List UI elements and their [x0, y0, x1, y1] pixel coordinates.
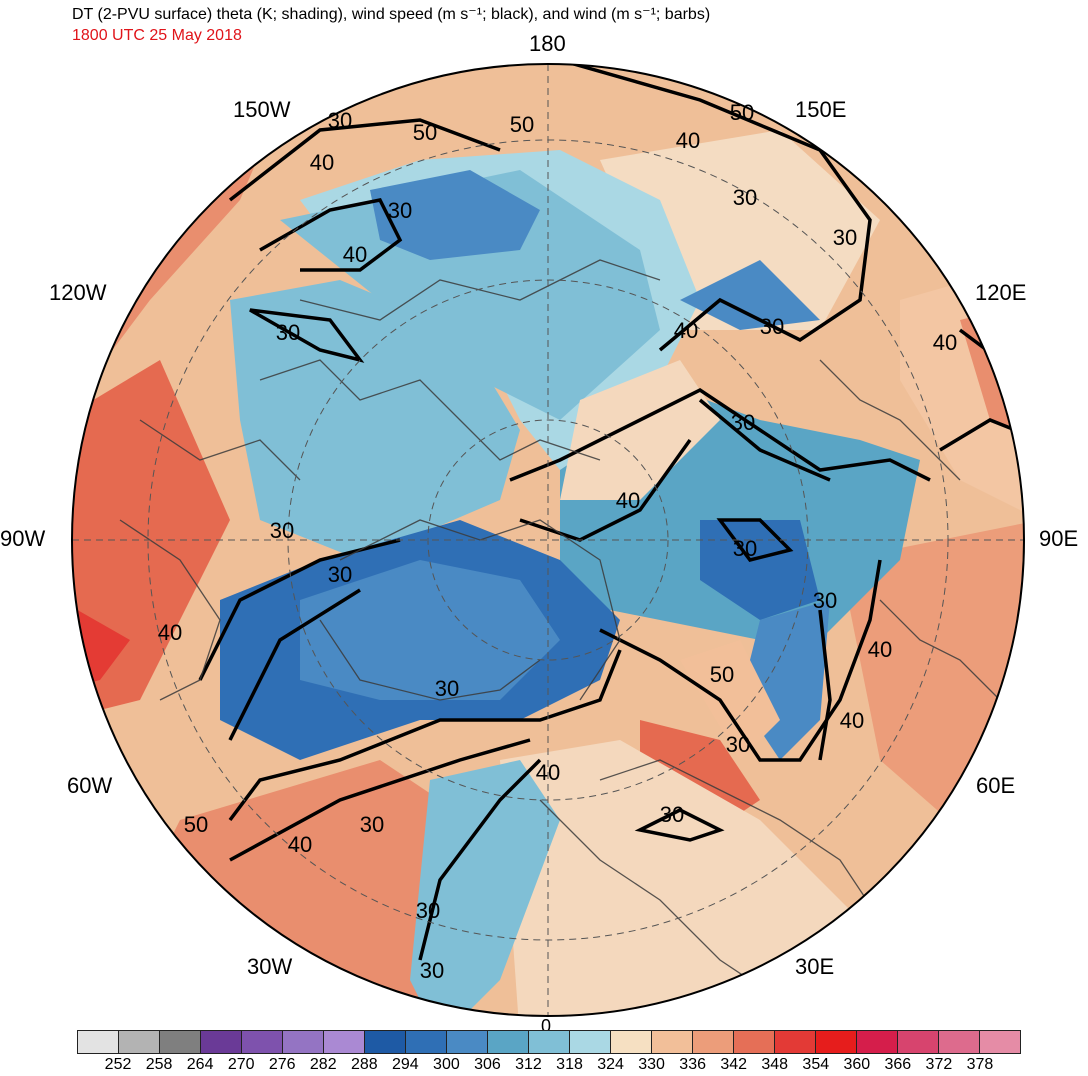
colorbar-swatch — [488, 1031, 529, 1053]
contour-label: 30 — [731, 410, 755, 435]
colorbar-swatch — [283, 1031, 324, 1053]
colorbar-tick-label: 306 — [474, 1056, 501, 1073]
colorbar-swatch — [816, 1031, 857, 1053]
colorbar-tick-label: 324 — [597, 1056, 624, 1073]
coastlines — [119, 259, 1001, 1001]
colorbar-tick-label: 360 — [843, 1056, 871, 1073]
graticule — [72, 64, 1024, 1016]
colorbar-tick-label: 318 — [556, 1056, 583, 1073]
lon-label-60e: 60E — [976, 773, 1016, 798]
colorbar-tick-label: 348 — [761, 1056, 789, 1073]
contour-label: 50 — [730, 100, 754, 125]
colorbar-tick-label: 336 — [679, 1056, 706, 1073]
contour-label: 40 — [288, 832, 312, 857]
colorbar-tick-label: 270 — [227, 1056, 255, 1073]
colorbar-swatch — [447, 1031, 488, 1053]
colorbar-swatch — [119, 1031, 160, 1053]
lon-label-60w: 60W — [67, 773, 113, 798]
colorbar-tick-label: 342 — [720, 1056, 748, 1073]
lon-label-180: 180 — [529, 31, 566, 56]
contour-label: 30 — [435, 676, 459, 701]
colorbar-tick-label: 258 — [145, 1056, 173, 1073]
colorbar-tick-label: 330 — [638, 1056, 665, 1073]
contour-label: 30 — [726, 732, 750, 757]
colorbar-tick-label: 312 — [515, 1056, 542, 1073]
colorbar-tick-label: 264 — [186, 1056, 214, 1073]
colorbar — [77, 1030, 1021, 1054]
colorbar-swatch — [980, 1031, 1020, 1053]
contour-label: 30 — [733, 536, 757, 561]
contour-label: 30 — [420, 958, 444, 983]
contour-label: 30 — [328, 108, 352, 133]
contour-label: 40 — [674, 318, 698, 343]
contour-label: 30 — [360, 812, 384, 837]
lon-label-30e: 30E — [795, 954, 835, 979]
colorbar-tick-label: 366 — [884, 1056, 912, 1073]
lon-label-0: 0 — [541, 1016, 552, 1036]
colorbar-swatch — [78, 1031, 119, 1053]
lon-label-90e: 90E — [1039, 526, 1079, 551]
colorbar-tick-label: 300 — [433, 1056, 460, 1073]
lon-label-120w: 120W — [49, 280, 107, 305]
chart-title: DT (2-PVU surface) theta (K; shading), w… — [72, 6, 711, 23]
colorbar-swatch — [242, 1031, 283, 1053]
colorbar-tick-label: 282 — [309, 1056, 337, 1073]
colorbar-swatch — [324, 1031, 365, 1053]
contour-label: 30 — [328, 562, 352, 587]
contour-label: 50 — [710, 662, 734, 687]
contour-label: 40 — [616, 488, 640, 513]
colorbar-swatch — [898, 1031, 939, 1053]
colorbar-swatch — [365, 1031, 406, 1053]
map-boundary — [71, 63, 1025, 1017]
lon-label-90w: 90W — [0, 526, 46, 551]
colorbar-swatch — [529, 1031, 570, 1053]
colorbar-tick-labels: 252 258 264 270 276 282 288 294 300 306 312 318 324 3… — [0, 1056, 1088, 1076]
colorbar-swatch — [201, 1031, 242, 1053]
colorbar-tick-label: 378 — [966, 1056, 994, 1073]
contour-label: 30 — [833, 225, 857, 250]
colorbar-swatch — [775, 1031, 816, 1053]
colorbar-swatch — [734, 1031, 775, 1053]
contour-label: 30 — [813, 588, 837, 613]
colorbar-tick-label: 276 — [268, 1056, 296, 1073]
contour-label: 50 — [413, 120, 437, 145]
colorbar-swatch — [406, 1031, 447, 1053]
colorbar-swatch — [857, 1031, 898, 1053]
colorbar-swatch — [693, 1031, 734, 1053]
lon-label-150e: 150E — [795, 97, 847, 122]
lon-label-150w: 150W — [233, 97, 291, 122]
contour-label-group: 30 40 50 50 30 40 40 50 30 30 40 30 40 3… — [158, 100, 957, 857]
contour-label: 30 — [416, 898, 440, 923]
lon-label-120e: 120E — [975, 280, 1027, 305]
contour-label: 40 — [868, 637, 892, 662]
colorbar-tick-label: 354 — [802, 1056, 830, 1073]
contour-label: 50 — [184, 812, 208, 837]
contour-label: 30 — [660, 802, 684, 827]
colorbar-tick-label: 252 — [104, 1056, 132, 1073]
contour-label: 50 — [510, 112, 534, 137]
colorbar-tick-label: 288 — [350, 1056, 378, 1073]
colorbar-swatch — [939, 1031, 980, 1053]
contour-label: 40 — [676, 128, 700, 153]
contour-label: 40 — [840, 708, 864, 733]
contour-label: 40 — [933, 330, 957, 355]
valid-time: 1800 UTC 25 May 2018 — [72, 27, 242, 44]
colorbar-tick-label: 372 — [925, 1056, 953, 1073]
colorbar-swatch — [652, 1031, 693, 1053]
contour-label: 40 — [158, 620, 182, 645]
lon-label-30w: 30W — [247, 954, 293, 979]
contour-label: 30 — [733, 185, 757, 210]
contour-label: 30 — [276, 320, 300, 345]
contour-label: 30 — [270, 518, 294, 543]
contour-label: 30 — [760, 314, 784, 339]
colorbar-swatch — [160, 1031, 201, 1053]
contour-label: 30 — [388, 198, 412, 223]
contour-label: 40 — [310, 150, 334, 175]
colorbar-tick-label: 294 — [391, 1056, 419, 1073]
contour-label: 40 — [536, 760, 560, 785]
contour-label: 40 — [343, 242, 367, 267]
colorbar-swatch — [570, 1031, 611, 1053]
colorbar-swatch — [611, 1031, 652, 1053]
